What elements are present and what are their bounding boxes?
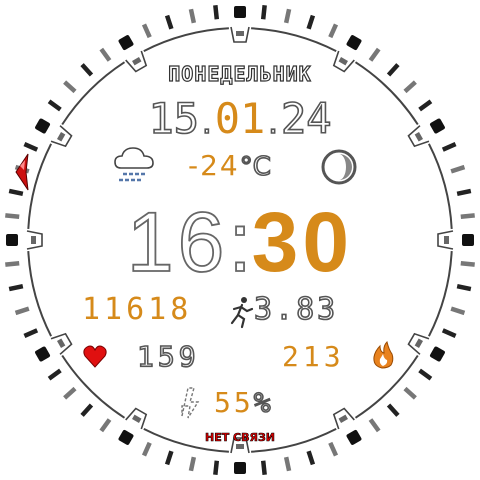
minute-tick (164, 14, 174, 30)
minute-tick (47, 99, 62, 112)
date-year: 24 (280, 94, 332, 143)
minute-tick (460, 260, 475, 267)
hour-marker (407, 332, 445, 362)
date-day: 15 (148, 94, 200, 143)
hour-marker (407, 118, 445, 148)
hour-marker (230, 6, 250, 43)
minute-tick (164, 450, 174, 466)
date-month: 01 (214, 94, 266, 143)
heart-icon (83, 345, 107, 368)
minute-tick (386, 63, 400, 77)
hour-marker (118, 407, 148, 445)
temperature-value: -24 (188, 149, 240, 182)
minute-tick (80, 63, 94, 77)
moon-phase-icon (321, 149, 357, 185)
inner-bezel-ring (27, 27, 453, 453)
heart-rate-value: 159 (136, 340, 200, 373)
minute-tick (368, 418, 381, 433)
minute-tick (260, 5, 267, 20)
temperature-unit: °C (239, 152, 272, 182)
running-icon (230, 297, 254, 329)
minute-tick (47, 368, 62, 381)
hour-marker (437, 230, 474, 250)
minute-tick (5, 260, 20, 267)
minute-tick (14, 306, 30, 316)
minute-tick (456, 188, 472, 197)
minute-tick (260, 460, 267, 475)
battery-value: 55 (214, 386, 254, 419)
minute-tick-ring (5, 5, 475, 475)
date-display: 15.01.24 (0, 97, 480, 141)
minute-tick (23, 328, 39, 339)
date-separator: . (198, 110, 215, 140)
minute-tick (306, 450, 316, 466)
minute-tick (283, 456, 292, 472)
minute-tick (99, 418, 112, 433)
minute-tick (8, 283, 24, 292)
hour-marker (332, 407, 362, 445)
minute-tick (141, 23, 152, 39)
hour-marker (35, 118, 73, 148)
minute-tick (441, 141, 457, 152)
hour-marker-ring (6, 6, 474, 474)
time-display: 16:30 (0, 199, 480, 285)
hour-marker (35, 332, 73, 362)
minute-tick (328, 441, 339, 457)
minute-tick (141, 441, 152, 457)
minute-tick (460, 213, 475, 220)
minute-tick (328, 23, 339, 39)
minute-tick (306, 14, 316, 30)
battery-level: 55% (214, 386, 271, 419)
minute-tick (450, 164, 466, 174)
minute-tick (63, 80, 77, 94)
step-count: 11618 (82, 292, 193, 327)
minute-tick (5, 213, 20, 220)
minute-tick (188, 8, 197, 24)
minute-tick (188, 456, 197, 472)
minute-tick (386, 403, 400, 417)
minute-tick (403, 80, 417, 94)
minute-tick (450, 306, 466, 316)
minute-tick (8, 188, 24, 197)
hour-marker (6, 230, 43, 250)
minute-tick (456, 283, 472, 292)
minute-tick (403, 386, 417, 400)
minute-tick (368, 47, 381, 62)
minute-tick (418, 99, 433, 112)
hour-marker (230, 437, 250, 474)
minute-tick (283, 8, 292, 24)
cloud-fog-icon (114, 147, 154, 182)
hour-marker (118, 35, 148, 73)
battery-unit: % (253, 386, 271, 419)
time-hours: 16 (126, 195, 229, 289)
temperature: -24°C (188, 149, 272, 182)
battery-charge-icon (181, 387, 200, 419)
minute-tick (80, 403, 94, 417)
minute-tick (441, 328, 457, 339)
calories-value: 213 (282, 340, 345, 373)
day-of-week: ПОНЕДЕЛЬНИК (168, 62, 312, 86)
minute-tick (418, 368, 433, 381)
time-separator: : (227, 195, 252, 289)
minute-tick (23, 141, 39, 152)
distance-value: 3.83 (253, 292, 339, 327)
time-minutes: 30 (251, 195, 354, 289)
minute-tick (63, 386, 77, 400)
minute-tick (213, 460, 220, 475)
flame-icon (373, 341, 394, 369)
minute-tick (99, 47, 112, 62)
connection-status: НЕТ СВЯЗИ (204, 431, 276, 444)
crown-button[interactable] (15, 153, 29, 191)
date-separator: . (264, 110, 281, 140)
hour-marker (332, 35, 362, 73)
minute-tick (213, 5, 220, 20)
